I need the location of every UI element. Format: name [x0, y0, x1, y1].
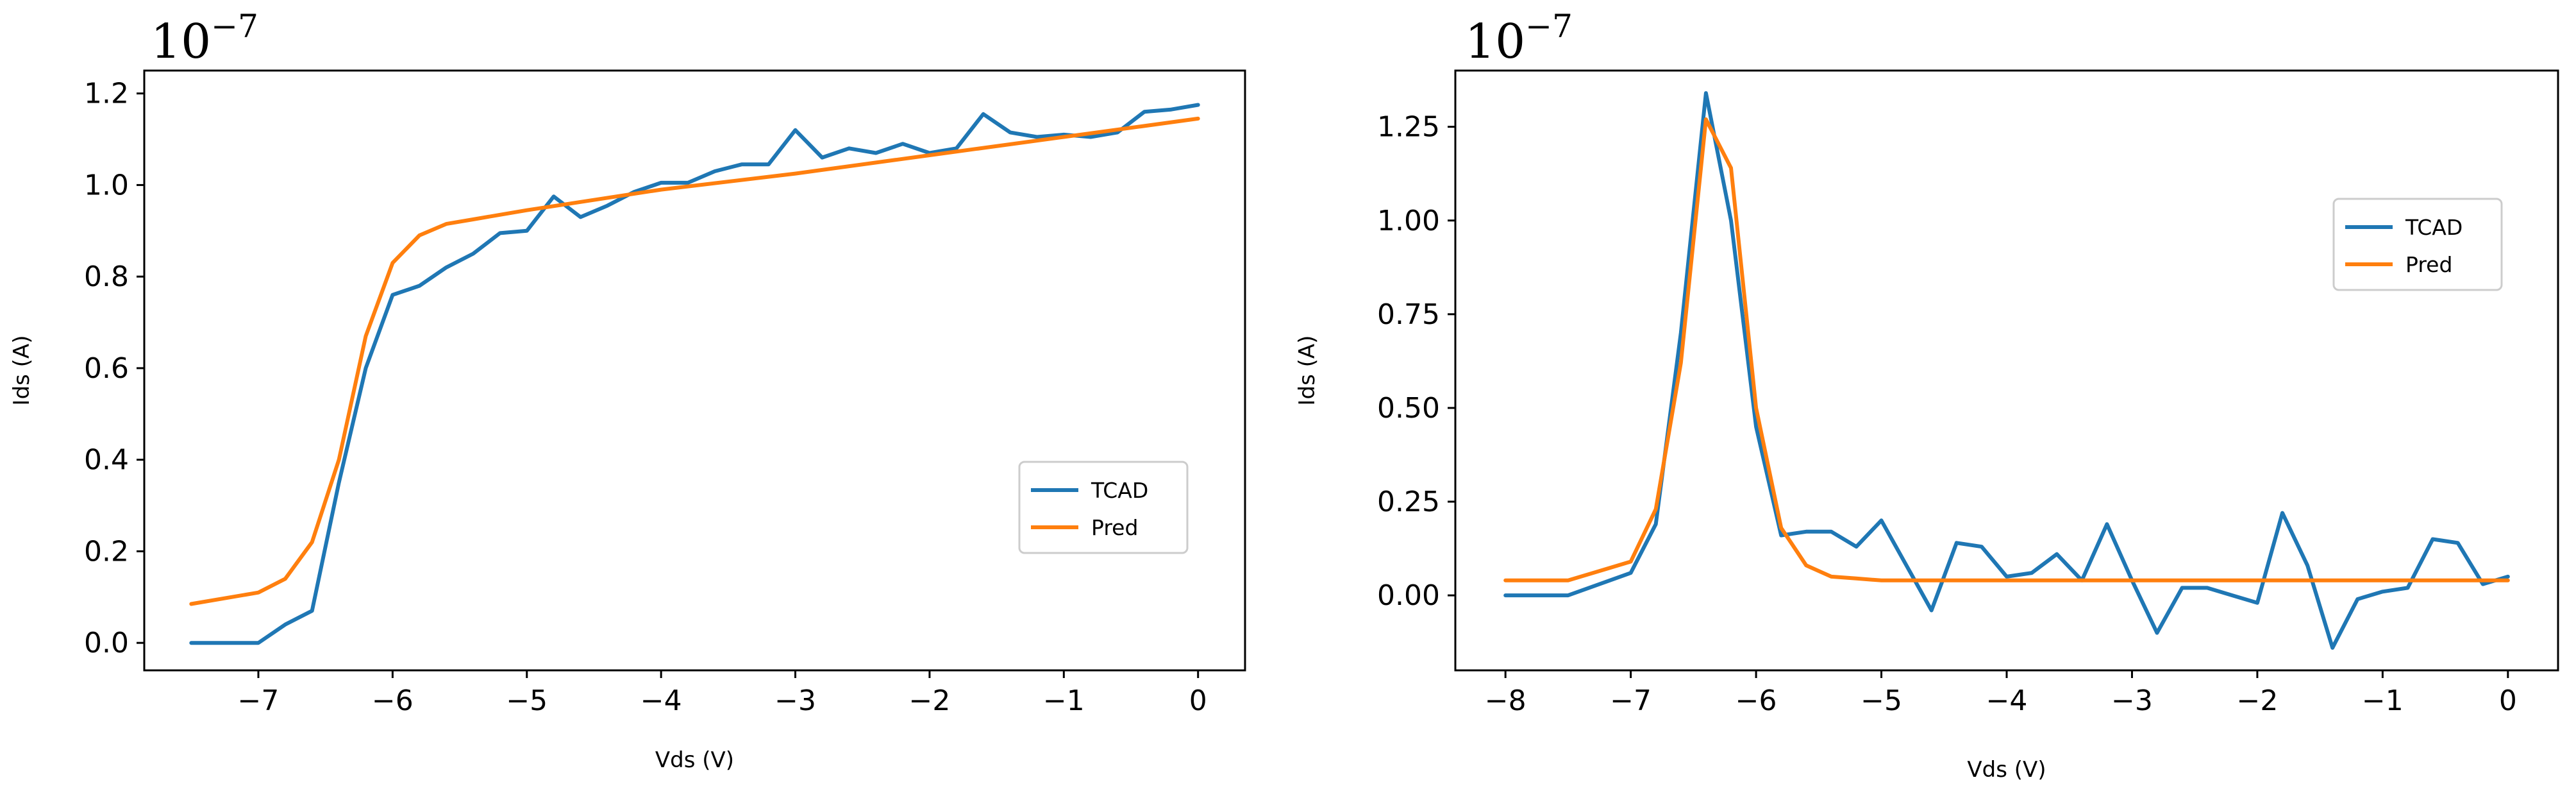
x-tick-label: −8 — [1485, 684, 1526, 717]
plot-area — [1503, 91, 2510, 650]
x-tick-label: −1 — [2362, 684, 2404, 717]
legend: TCAD Pred — [1018, 461, 1189, 554]
x-tick-label: −4 — [640, 684, 682, 717]
y-tick-label: 0.6 — [84, 352, 129, 385]
x-tick-label: 0 — [2499, 684, 2517, 717]
y-tick-label: 0.8 — [84, 260, 129, 293]
x-tick-label: −2 — [908, 684, 950, 717]
series-line-pred — [1503, 117, 2510, 582]
axis-offset-label: 10−7 — [1465, 8, 1573, 69]
x-tick-label: −1 — [1043, 684, 1085, 717]
y-tick-label: 0.4 — [84, 444, 129, 477]
plot-area — [189, 103, 1200, 645]
x-tick-label: −2 — [2236, 684, 2278, 717]
y-tick-label: 0.0 — [84, 627, 129, 659]
y-tick-label: 1.0 — [84, 169, 129, 201]
legend-box — [1018, 461, 1189, 554]
legend: TCAD Pred — [2332, 198, 2503, 291]
legend-box — [2332, 198, 2503, 291]
y-tick-label: 0.00 — [1377, 579, 1440, 612]
x-tick-label: −4 — [1986, 684, 2028, 717]
x-tick-label: −3 — [2111, 684, 2153, 717]
legend-label-tcad: TCAD — [1091, 478, 1148, 503]
y-axis-label: Ids (A) — [9, 335, 35, 406]
x-axis-label: Vds (V) — [655, 747, 734, 773]
y-tick-label: 0.75 — [1377, 298, 1440, 331]
x-tick-label: −7 — [1610, 684, 1652, 717]
plot-frame — [143, 69, 1246, 672]
y-tick-label: 1.25 — [1377, 111, 1440, 144]
y-tick-label: 0.25 — [1377, 486, 1440, 518]
legend-label-pred: Pred — [2405, 252, 2452, 277]
series-line-tcad — [189, 103, 1200, 645]
x-tick-label: −5 — [506, 684, 548, 717]
y-axis-label: Ids (A) — [1294, 335, 1320, 406]
x-tick-label: −5 — [1861, 684, 1902, 717]
x-tick-label: −6 — [1735, 684, 1777, 717]
axis-offset-label: 10−7 — [151, 8, 258, 69]
offset-base: 10 — [1465, 14, 1525, 69]
y-tick-label: 1.00 — [1377, 205, 1440, 237]
offset-exponent: −7 — [211, 8, 258, 45]
series-line-tcad — [1503, 91, 2510, 650]
series-line-pred — [189, 116, 1200, 606]
y-tick-label: 0.2 — [84, 535, 129, 568]
y-tick-label: 1.2 — [84, 78, 129, 110]
x-tick-label: 0 — [1189, 684, 1207, 717]
x-tick-label: −7 — [238, 684, 280, 717]
legend-label-pred: Pred — [1091, 515, 1138, 540]
chart-1: −7 −6 −5 −4 −3 −2 −1 0 0.0 0.2 0.4 0.6 0.8 1.0 1.2 Vds … — [9, 8, 1246, 773]
x-tick-label: −6 — [372, 684, 414, 717]
offset-base: 10 — [151, 14, 211, 69]
x-tick-label: −3 — [774, 684, 816, 717]
chart-2: −8 −7 −6 −5 −4 −3 −2 −1 0 0.00 0.25 0.50 0.75 1.00 1.2… — [1294, 8, 2559, 783]
y-tick-label: 0.50 — [1377, 392, 1440, 425]
x-axis-label: Vds (V) — [1967, 757, 2046, 783]
legend-label-tcad: TCAD — [2405, 215, 2463, 240]
offset-exponent: −7 — [1525, 8, 1573, 45]
